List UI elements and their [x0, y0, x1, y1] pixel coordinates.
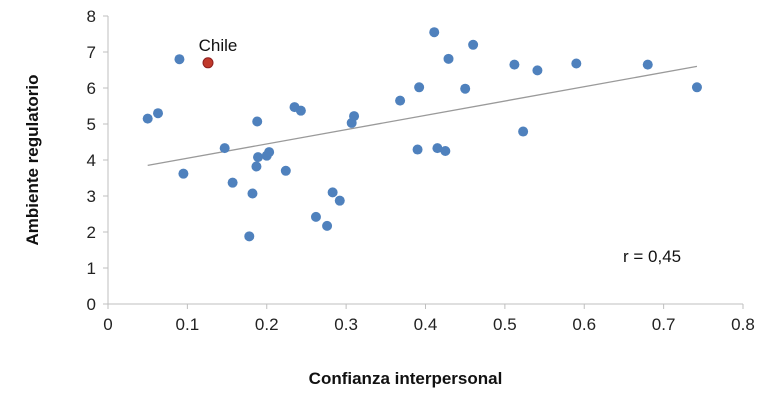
data-point	[264, 147, 275, 158]
x-tick-label: 0.7	[652, 315, 676, 334]
y-tick-labels: 0 1 2 3 4 5 6 7 8	[87, 7, 108, 314]
data-point	[253, 152, 264, 163]
data-point	[219, 143, 230, 154]
data-point	[532, 65, 543, 76]
data-point	[432, 143, 443, 154]
data-point	[509, 59, 520, 70]
data-point	[642, 59, 653, 70]
data-point	[153, 108, 164, 119]
data-point	[174, 54, 185, 65]
data-point	[349, 111, 360, 122]
x-axis-title: Confianza interpersonal	[309, 369, 503, 388]
y-tick-label: 6	[87, 79, 96, 98]
y-tick-label: 3	[87, 187, 96, 206]
x-tick-label: 0.3	[334, 315, 358, 334]
data-point	[280, 165, 291, 176]
data-point	[142, 113, 153, 124]
data-point	[412, 144, 423, 155]
correlation-annotation: r = 0,45	[623, 247, 681, 266]
data-point	[251, 161, 262, 172]
data-point	[310, 211, 321, 222]
x-tick-label: 0.5	[493, 315, 517, 334]
data-point	[429, 27, 440, 38]
data-point	[327, 187, 338, 198]
data-point	[295, 105, 306, 116]
x-tick-label: 0.2	[255, 315, 279, 334]
y-tick-label: 0	[87, 295, 96, 314]
data-point	[178, 168, 189, 179]
data-point	[443, 53, 454, 64]
x-tick-label: 0.6	[572, 315, 596, 334]
y-tick-label: 2	[87, 223, 96, 242]
y-tick-label: 7	[87, 43, 96, 62]
y-tick-label: 4	[87, 151, 96, 170]
data-point	[518, 126, 529, 137]
data-point	[322, 220, 333, 231]
data-point	[468, 39, 479, 50]
trendline	[147, 65, 698, 167]
data-point	[247, 188, 258, 199]
highlight-point-chile	[202, 57, 214, 69]
data-point	[691, 82, 702, 93]
y-tick-label: 5	[87, 115, 96, 134]
x-tick-label: 0.8	[731, 315, 755, 334]
data-points	[142, 27, 702, 242]
data-point	[252, 116, 263, 127]
data-point	[334, 195, 345, 206]
x-tick-label: 0	[103, 315, 112, 334]
data-point	[571, 58, 582, 69]
data-point	[414, 82, 425, 93]
y-axis-title: Ambiente regulatorio	[23, 75, 42, 246]
x-tick-labels: 0 0.1 0.2 0.3 0.4 0.5 0.6 0.7 0.8	[103, 304, 755, 334]
y-tick-label: 1	[87, 259, 96, 278]
data-point	[460, 83, 471, 94]
x-tick-label: 0.4	[414, 315, 438, 334]
data-point	[395, 95, 406, 106]
x-tick-label: 0.1	[176, 315, 200, 334]
data-point	[244, 231, 255, 242]
highlight-label-chile: Chile	[199, 36, 238, 55]
data-point	[227, 177, 238, 188]
data-point	[440, 146, 451, 156]
y-tick-label: 8	[87, 7, 96, 26]
